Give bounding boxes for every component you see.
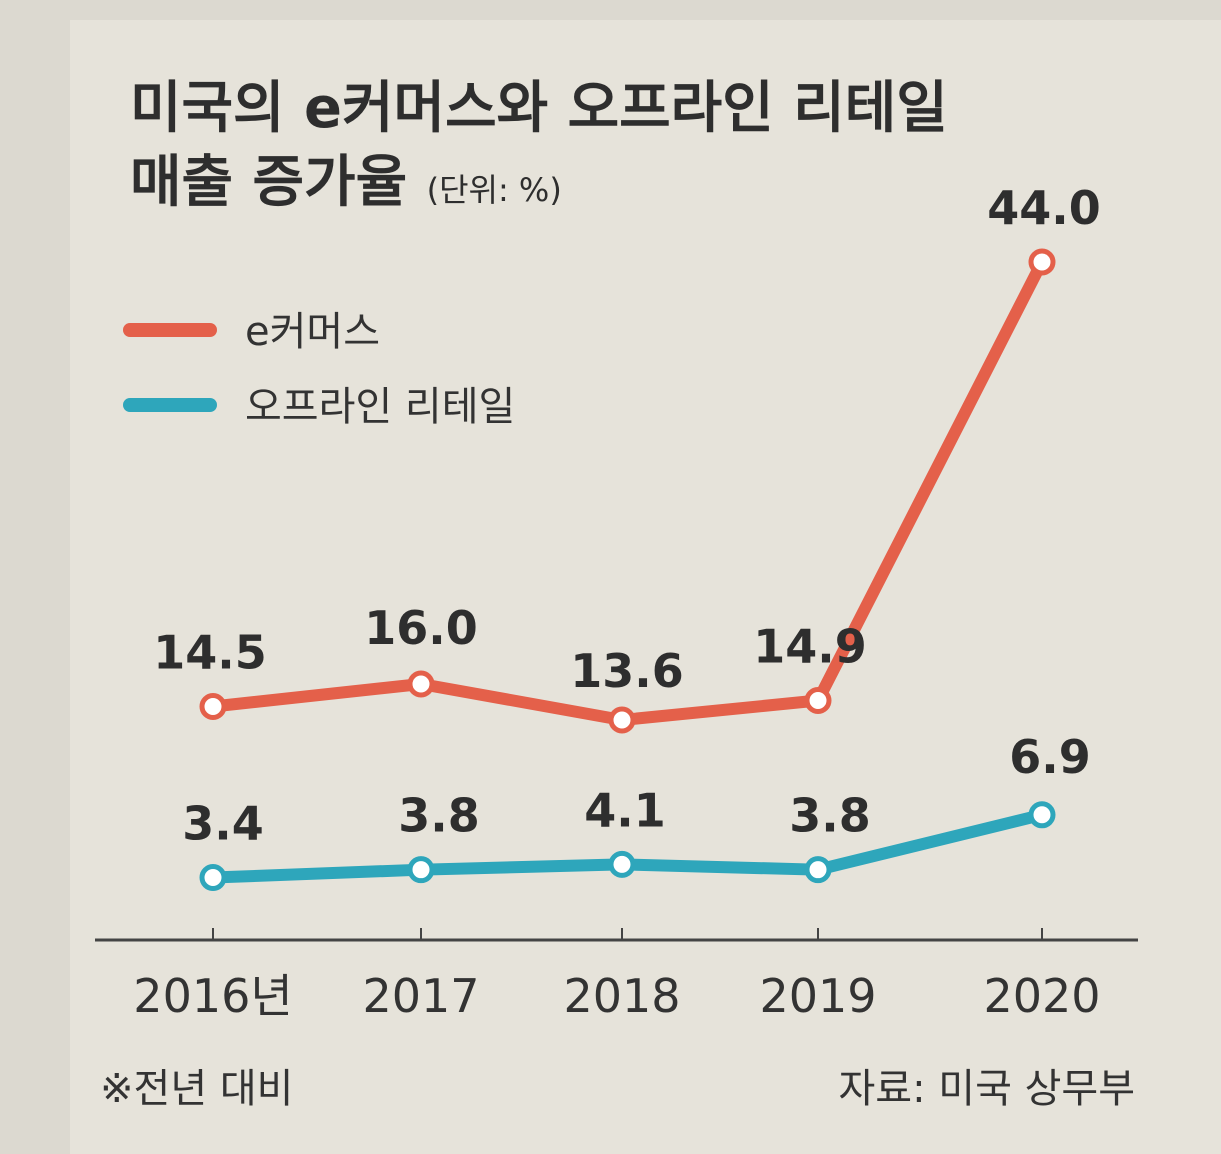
data-label-offline: 6.9	[1009, 730, 1091, 784]
data-label-offline: 3.8	[398, 789, 480, 843]
data-label-ecommerce: 14.9	[753, 620, 867, 674]
data-point-ecommerce	[1028, 248, 1056, 276]
data-point-ecommerce	[804, 687, 832, 714]
data-point-offline	[608, 850, 636, 878]
data-label-offline: 3.4	[182, 797, 264, 851]
source-note: 자료: 미국 상무부	[838, 1066, 1135, 1112]
chart-title: 미국의 e커머스와 오프라인 리테일 매출 증가율 (단위: %)	[130, 72, 948, 227]
data-point-ecommerce	[199, 693, 227, 720]
data-point-offline	[804, 856, 832, 884]
data-point-offline	[199, 864, 227, 892]
footnote: ※전년 대비	[100, 1066, 294, 1112]
data-point-offline	[407, 856, 435, 884]
paper-background	[70, 20, 1221, 1154]
x-tick-label: 2020	[983, 969, 1100, 1023]
data-point-offline	[1028, 801, 1056, 829]
legend-label-ecommerce: e커머스	[245, 309, 380, 355]
data-point-ecommerce	[608, 706, 636, 734]
data-label-offline: 3.8	[789, 789, 871, 843]
x-tick-label: 2016년	[133, 969, 292, 1023]
chart-unit: (단위: %)	[426, 171, 562, 209]
data-label-ecommerce: 14.5	[153, 626, 267, 680]
chart-title-line2: 매출 증가율	[130, 150, 408, 215]
data-point-ecommerce	[407, 670, 435, 698]
chart-title-line1: 미국의 e커머스와 오프라인 리테일	[130, 76, 948, 141]
x-tick-label: 2017	[362, 969, 479, 1023]
data-label-ecommerce: 16.0	[364, 601, 478, 655]
data-label-ecommerce: 13.6	[570, 644, 684, 698]
legend-label-offline: 오프라인 리테일	[245, 384, 515, 430]
data-label-ecommerce: 44.0	[987, 181, 1101, 235]
x-tick-label: 2018	[563, 969, 680, 1023]
x-tick-label: 2019	[759, 969, 876, 1023]
data-label-offline: 4.1	[584, 783, 666, 837]
